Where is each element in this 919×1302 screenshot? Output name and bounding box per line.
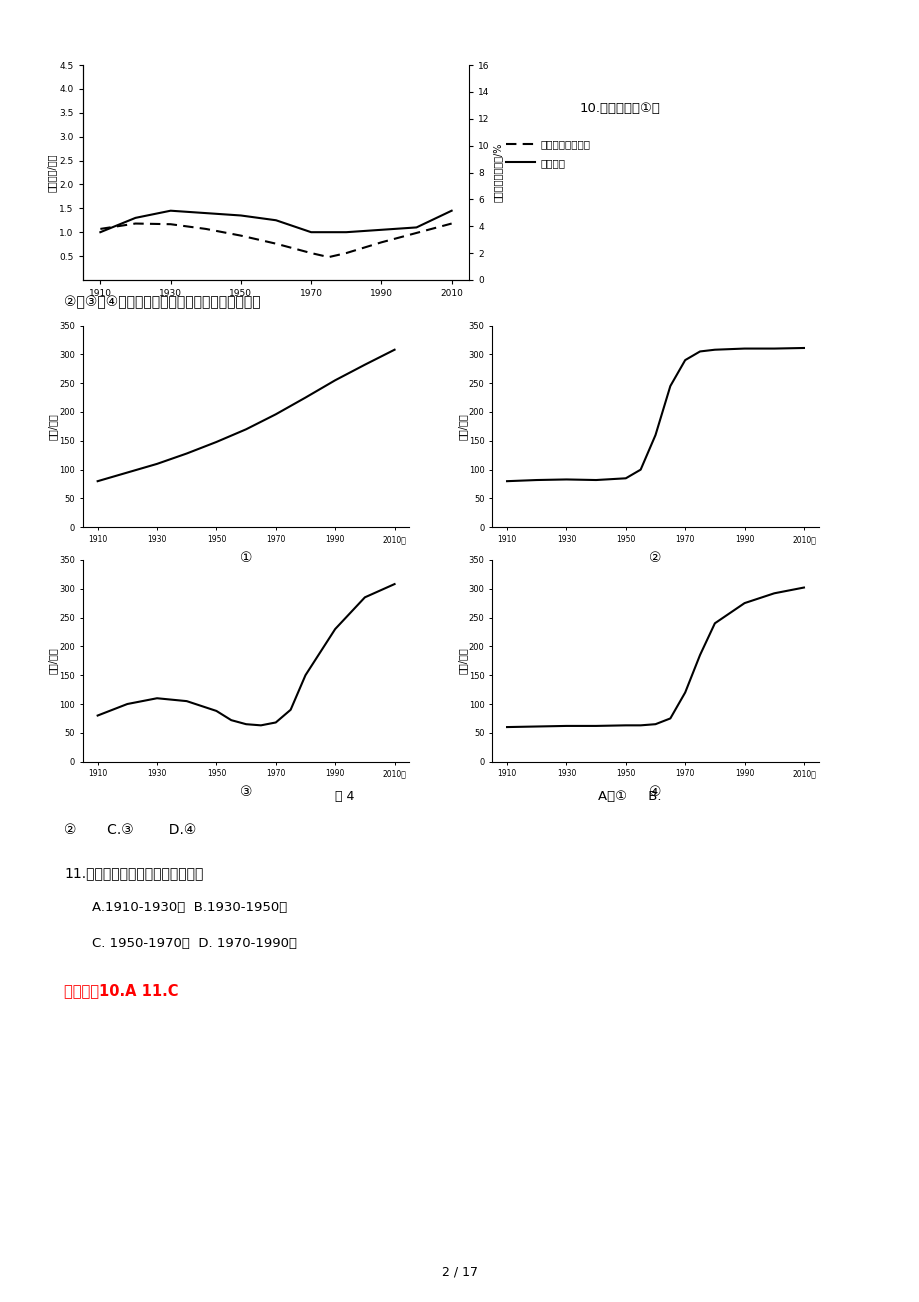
Text: A.1910-1930年  B.1930-1950年: A.1910-1930年 B.1930-1950年	[92, 901, 287, 914]
Legend: 劳民占总人口比例, 劳民人数: 劳民占总人口比例, 劳民人数	[502, 135, 594, 172]
Text: 2 / 17: 2 / 17	[441, 1266, 478, 1279]
Text: ②、③、④四幅图中，符合该国人口增长特点的是: ②、③、④四幅图中，符合该国人口增长特点的是	[64, 296, 261, 310]
Y-axis label: 人数/百万: 人数/百万	[48, 413, 58, 440]
Text: ②       C.③        D.④: ② C.③ D.④	[64, 823, 197, 837]
Y-axis label: 人数/百万: 人数/百万	[457, 413, 467, 440]
Text: 11.该国人口增长数量最多的时段为: 11.该国人口增长数量最多的时段为	[64, 866, 203, 880]
Y-axis label: 人数/百万: 人数/百万	[457, 647, 467, 674]
Text: C. 1950-1970年  D. 1970-1990年: C. 1950-1970年 D. 1970-1990年	[92, 937, 297, 950]
Y-axis label: 劳民占总人口比例/%: 劳民占总人口比例/%	[492, 143, 502, 202]
Text: ①: ①	[240, 551, 252, 565]
Y-axis label: 人数/百万: 人数/百万	[48, 647, 58, 674]
Text: 10.下图所示的①、: 10.下图所示的①、	[579, 102, 660, 115]
Text: 【答案、10.A 11.C: 【答案、10.A 11.C	[64, 983, 178, 999]
Text: 图 4: 图 4	[335, 790, 355, 803]
Y-axis label: 劳民人数/百万: 劳民人数/百万	[47, 154, 57, 191]
Text: A．①     B.: A．① B.	[597, 790, 661, 803]
Text: ③: ③	[240, 785, 252, 799]
Text: ④: ④	[649, 785, 661, 799]
Text: ②: ②	[649, 551, 661, 565]
